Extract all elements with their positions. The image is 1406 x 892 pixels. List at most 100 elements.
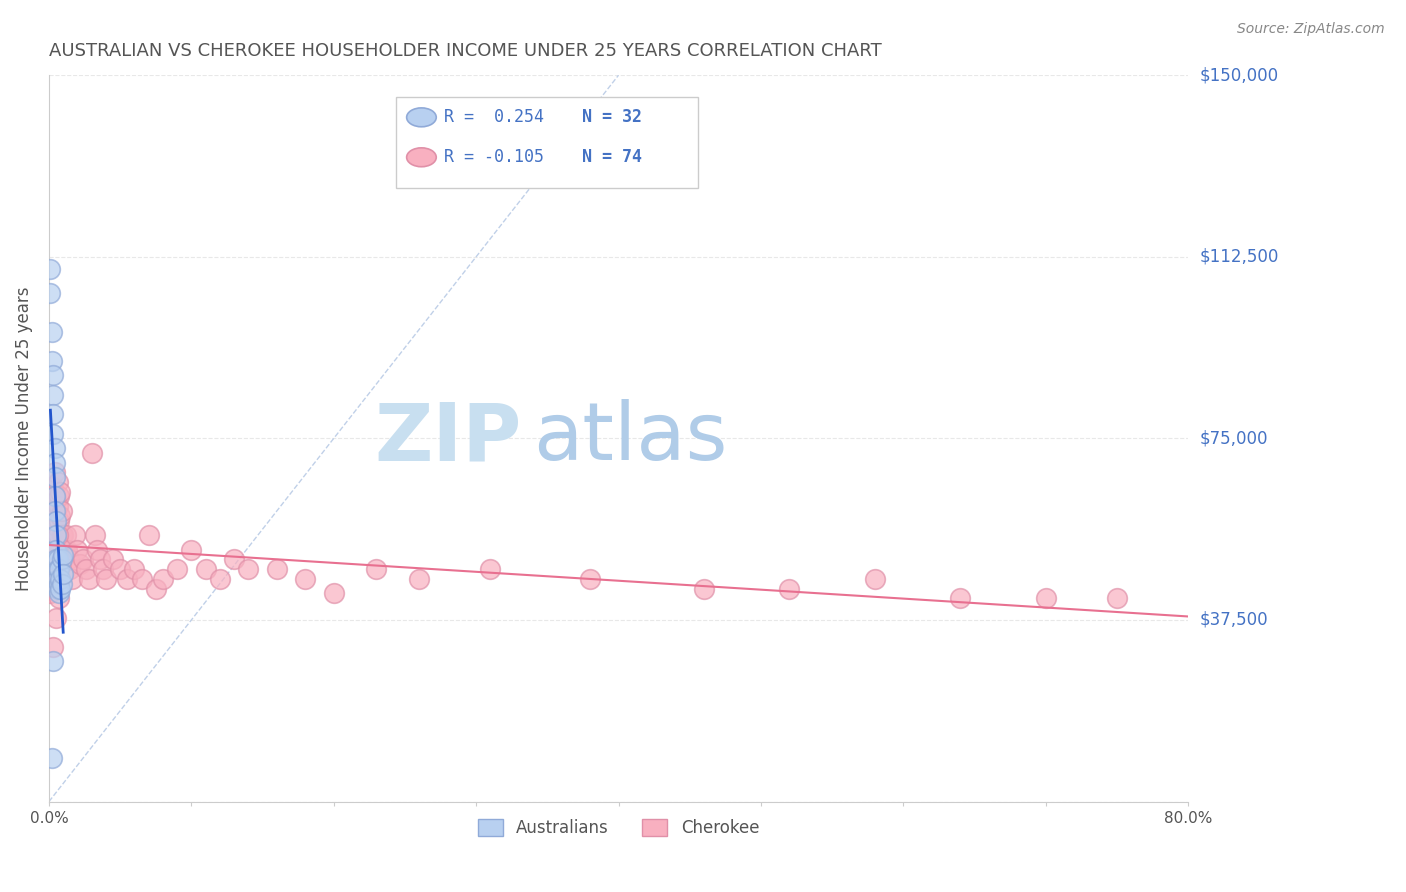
Point — [94, 572, 117, 586]
Text: R = -0.105: R = -0.105 — [444, 148, 544, 166]
Text: $37,500: $37,500 — [1199, 611, 1268, 629]
Point — [55, 528, 77, 542]
Point — [408, 572, 430, 586]
Point — [152, 572, 174, 586]
Y-axis label: Householder Income Under 25 years: Householder Income Under 25 years — [15, 286, 32, 591]
Point — [124, 562, 146, 576]
Point — [194, 562, 217, 576]
Point — [41, 552, 63, 566]
Point — [42, 407, 65, 421]
Point — [117, 572, 139, 586]
Text: $112,500: $112,500 — [1199, 248, 1278, 266]
Text: R =  0.254: R = 0.254 — [444, 108, 544, 127]
Point — [83, 528, 105, 542]
Point — [266, 562, 288, 576]
Point — [45, 552, 67, 566]
Point — [46, 552, 69, 566]
Point — [863, 572, 886, 586]
Point — [222, 552, 245, 566]
Point — [949, 591, 972, 606]
Point — [208, 572, 231, 586]
Point — [72, 552, 94, 566]
Point — [51, 528, 73, 542]
Text: Source: ZipAtlas.com: Source: ZipAtlas.com — [1237, 22, 1385, 37]
Point — [778, 582, 800, 596]
Circle shape — [406, 148, 436, 167]
Point — [44, 504, 66, 518]
Point — [46, 562, 69, 576]
Point — [45, 494, 67, 508]
Point — [42, 480, 65, 494]
Point — [63, 528, 86, 542]
Point — [49, 582, 72, 596]
Point — [51, 504, 73, 518]
Point — [42, 504, 65, 518]
Point — [579, 572, 602, 586]
Point — [51, 576, 73, 591]
Point — [39, 586, 62, 600]
Point — [59, 562, 82, 576]
Point — [41, 751, 63, 765]
Point — [45, 514, 67, 528]
Point — [46, 499, 69, 513]
Point — [479, 562, 502, 576]
Point — [49, 572, 72, 586]
FancyBboxPatch shape — [396, 97, 699, 188]
Point — [42, 528, 65, 542]
Point — [44, 465, 66, 479]
Point — [41, 325, 63, 339]
Point — [1035, 591, 1057, 606]
Text: ZIP: ZIP — [374, 400, 522, 477]
Point — [44, 542, 66, 557]
Point — [1105, 591, 1128, 606]
Point — [52, 566, 75, 581]
Text: atlas: atlas — [533, 400, 727, 477]
Point — [39, 286, 62, 301]
Point — [693, 582, 716, 596]
Point — [131, 572, 153, 586]
Point — [42, 388, 65, 402]
Point — [80, 446, 103, 460]
Text: N = 74: N = 74 — [582, 148, 643, 166]
Point — [51, 552, 73, 566]
Point — [42, 368, 65, 383]
Point — [42, 426, 65, 441]
Point — [180, 542, 202, 557]
Point — [77, 572, 100, 586]
Point — [86, 542, 108, 557]
Point — [42, 640, 65, 654]
Point — [45, 528, 67, 542]
Point — [41, 528, 63, 542]
Point — [41, 504, 63, 518]
Point — [66, 542, 89, 557]
Text: $150,000: $150,000 — [1199, 66, 1278, 84]
Point — [44, 490, 66, 504]
Text: $75,000: $75,000 — [1199, 429, 1268, 448]
Text: N = 32: N = 32 — [582, 108, 643, 127]
Point — [39, 528, 62, 542]
Point — [52, 552, 75, 566]
Point — [42, 654, 65, 668]
Text: AUSTRALIAN VS CHEROKEE HOUSEHOLDER INCOME UNDER 25 YEARS CORRELATION CHART: AUSTRALIAN VS CHEROKEE HOUSEHOLDER INCOM… — [49, 42, 882, 60]
Point — [101, 552, 124, 566]
Point — [45, 542, 67, 557]
Point — [39, 261, 62, 276]
Point — [46, 582, 69, 596]
Point — [48, 514, 70, 528]
Point — [46, 572, 69, 586]
Point — [49, 484, 72, 499]
Point — [52, 528, 75, 542]
Point — [44, 456, 66, 470]
Point — [41, 354, 63, 368]
Point — [39, 562, 62, 576]
Point — [48, 562, 70, 576]
Point — [108, 562, 131, 576]
Point — [48, 576, 70, 591]
Point — [45, 610, 67, 624]
Point — [48, 490, 70, 504]
Point — [366, 562, 388, 576]
Point — [48, 586, 70, 600]
Point — [69, 558, 91, 572]
Point — [44, 490, 66, 504]
Point — [138, 528, 160, 542]
